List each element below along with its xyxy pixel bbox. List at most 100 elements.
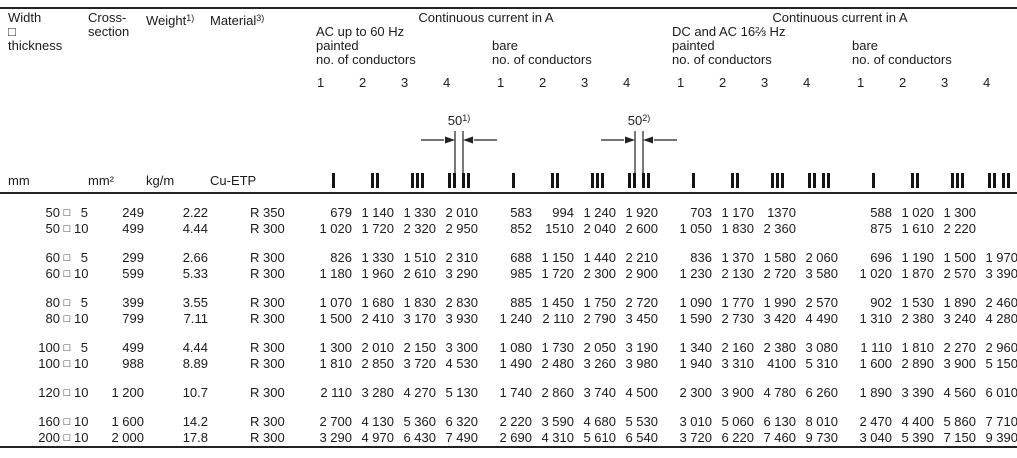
table-cell: 1 940	[679, 356, 712, 371]
table-cell: 2 220	[499, 414, 532, 429]
table-row: 160 □ 10 1 600 14.2 R 300 2 700 4 130 5 360 6 320…	[0, 414, 1017, 430]
conductor-icon-1bar	[660, 166, 714, 188]
size-cell: 50 □ 5	[45, 205, 88, 220]
col-header-dc-bare-4: 4	[983, 75, 991, 90]
size-cell: 60 □ 5	[45, 250, 88, 265]
table-cell: 399	[122, 295, 144, 310]
col-header-width: Width	[8, 10, 42, 25]
table-cell: 3 390	[985, 266, 1017, 281]
table-cell: 1 730	[541, 340, 574, 355]
table-cell: 2 220	[943, 221, 976, 236]
spacing-footnote-marker-1: 1)	[462, 113, 471, 123]
table-cell: 1 230	[679, 266, 712, 281]
table-cell: 1 150	[541, 250, 574, 265]
table-cell: 5 310	[805, 356, 838, 371]
table-cell: 703	[690, 205, 712, 220]
col-header-ac-painted-1: 1	[317, 75, 325, 90]
table-cell: 2 150	[403, 340, 436, 355]
conductors-label-dc-bare: no. of conductors	[852, 52, 952, 67]
table-cell: 4 530	[445, 356, 478, 371]
table-cell: R 300	[250, 266, 285, 281]
conductor-icon-2bars	[534, 166, 576, 188]
table-cell: 1 490	[499, 356, 532, 371]
table-cell: 1 920	[625, 205, 658, 220]
group-title-dc: Continuous current in A	[772, 10, 908, 25]
conductor-icon-3bars	[936, 166, 978, 188]
table-cell: 7 150	[943, 430, 976, 445]
subgroup-dc-bare-label: bare	[852, 38, 879, 53]
table-cell: 1 960	[361, 266, 394, 281]
table-cell: 299	[122, 250, 144, 265]
table-cell: 2 720	[763, 266, 796, 281]
unit-kg-m: kg/m	[146, 173, 175, 188]
table-cell: 1 740	[499, 385, 532, 400]
table-cell: R 300	[250, 311, 285, 326]
table-cell: 1 340	[679, 340, 712, 355]
material-footnote-marker: 3)	[256, 13, 265, 23]
table-cell: 583	[510, 205, 532, 220]
table-cell: 2 050	[583, 340, 616, 355]
conductor-icon-2bars	[894, 166, 936, 188]
table-cell: 1 170	[721, 205, 754, 220]
col-header-width-box: □	[8, 24, 16, 39]
table-cell: R 300	[250, 340, 285, 355]
table-cell	[798, 221, 840, 237]
table-cell: 2 040	[583, 221, 616, 236]
table-cell: 2 690	[499, 430, 532, 445]
table-cell: 2 360	[763, 221, 796, 236]
conductor-icon-1bar	[480, 166, 534, 188]
table-cell: 4.44	[182, 221, 208, 236]
table-cell: 2 300	[679, 385, 712, 400]
col-header-ac-bare-4: 4	[623, 75, 631, 90]
table-cell: 4 780	[763, 385, 796, 400]
size-cell: 160 □ 10	[38, 414, 89, 429]
table-cell: 1 330	[403, 205, 436, 220]
table-cell: 3 290	[319, 430, 352, 445]
table-cell: 2 000	[111, 430, 144, 445]
table-cell: 2 610	[403, 266, 436, 281]
size-cell: 80 □ 5	[45, 295, 88, 310]
table-cell: 1 890	[943, 295, 976, 310]
conductor-icon-4bars	[438, 166, 480, 188]
table-cell: 1 580	[763, 250, 796, 265]
table-cell: 4 270	[403, 385, 436, 400]
size-cell: 100 □ 10	[38, 356, 89, 371]
table-cell: 1 830	[721, 221, 754, 236]
table-row: 50 □ 10 499 4.44 R 300 1 020 1 720 2 320 2 950 852…	[0, 221, 1017, 237]
conductors-label-ac-bare: no. of conductors	[492, 52, 592, 67]
table-cell: 3 190	[625, 340, 658, 355]
table-cell: 3.55	[182, 295, 208, 310]
table-cell: 2 480	[541, 356, 574, 371]
table-cell: 2 600	[625, 221, 658, 236]
table-cell: 1 440	[583, 250, 616, 265]
table-cell: 826	[330, 250, 352, 265]
table-cell: 1 810	[319, 356, 352, 371]
table-row: 100 □ 10 988 8.89 R 300 1 810 2 850 3 720 4 530 1 …	[0, 356, 1017, 372]
table-cell: 2.66	[182, 250, 208, 265]
table-cell: 2 110	[542, 311, 574, 326]
spacing-annotation-ac: 501)	[417, 110, 501, 189]
table-row: 50 □ 5 249 2.22 R 350 679 1 140 1 330 2 010 583 994…	[0, 205, 1017, 221]
table-cell: 1 080	[499, 340, 532, 355]
table-cell: 3 280	[361, 385, 394, 400]
table-cell: 499	[122, 340, 144, 355]
table-cell: 8 010	[805, 414, 838, 429]
table-cell: 499	[122, 221, 144, 236]
table-cell: R 300	[250, 430, 285, 445]
size-cell: 60 □ 10	[45, 266, 89, 281]
table-cell: 10.7	[182, 385, 208, 400]
spacing-label-ac: 501)	[447, 113, 471, 128]
units-row: mm mm² kg/m Cu-ETP	[0, 166, 1017, 188]
col-header-thickness: thickness	[8, 38, 63, 53]
table-cell: 1 510	[403, 250, 436, 265]
table-cell: 2 380	[901, 311, 934, 326]
table-cell: 4100	[767, 356, 796, 371]
table-cell: 6 320	[445, 414, 478, 429]
table-cell: 3 930	[445, 311, 478, 326]
table-cell: 4 400	[901, 414, 934, 429]
table-cell: 3 420	[763, 311, 796, 326]
table-cell: 1 050	[679, 221, 712, 236]
table-cell: 4 500	[625, 385, 658, 400]
size-cell: 50 □ 10	[45, 221, 89, 236]
table-cell: 14.2	[182, 414, 208, 429]
